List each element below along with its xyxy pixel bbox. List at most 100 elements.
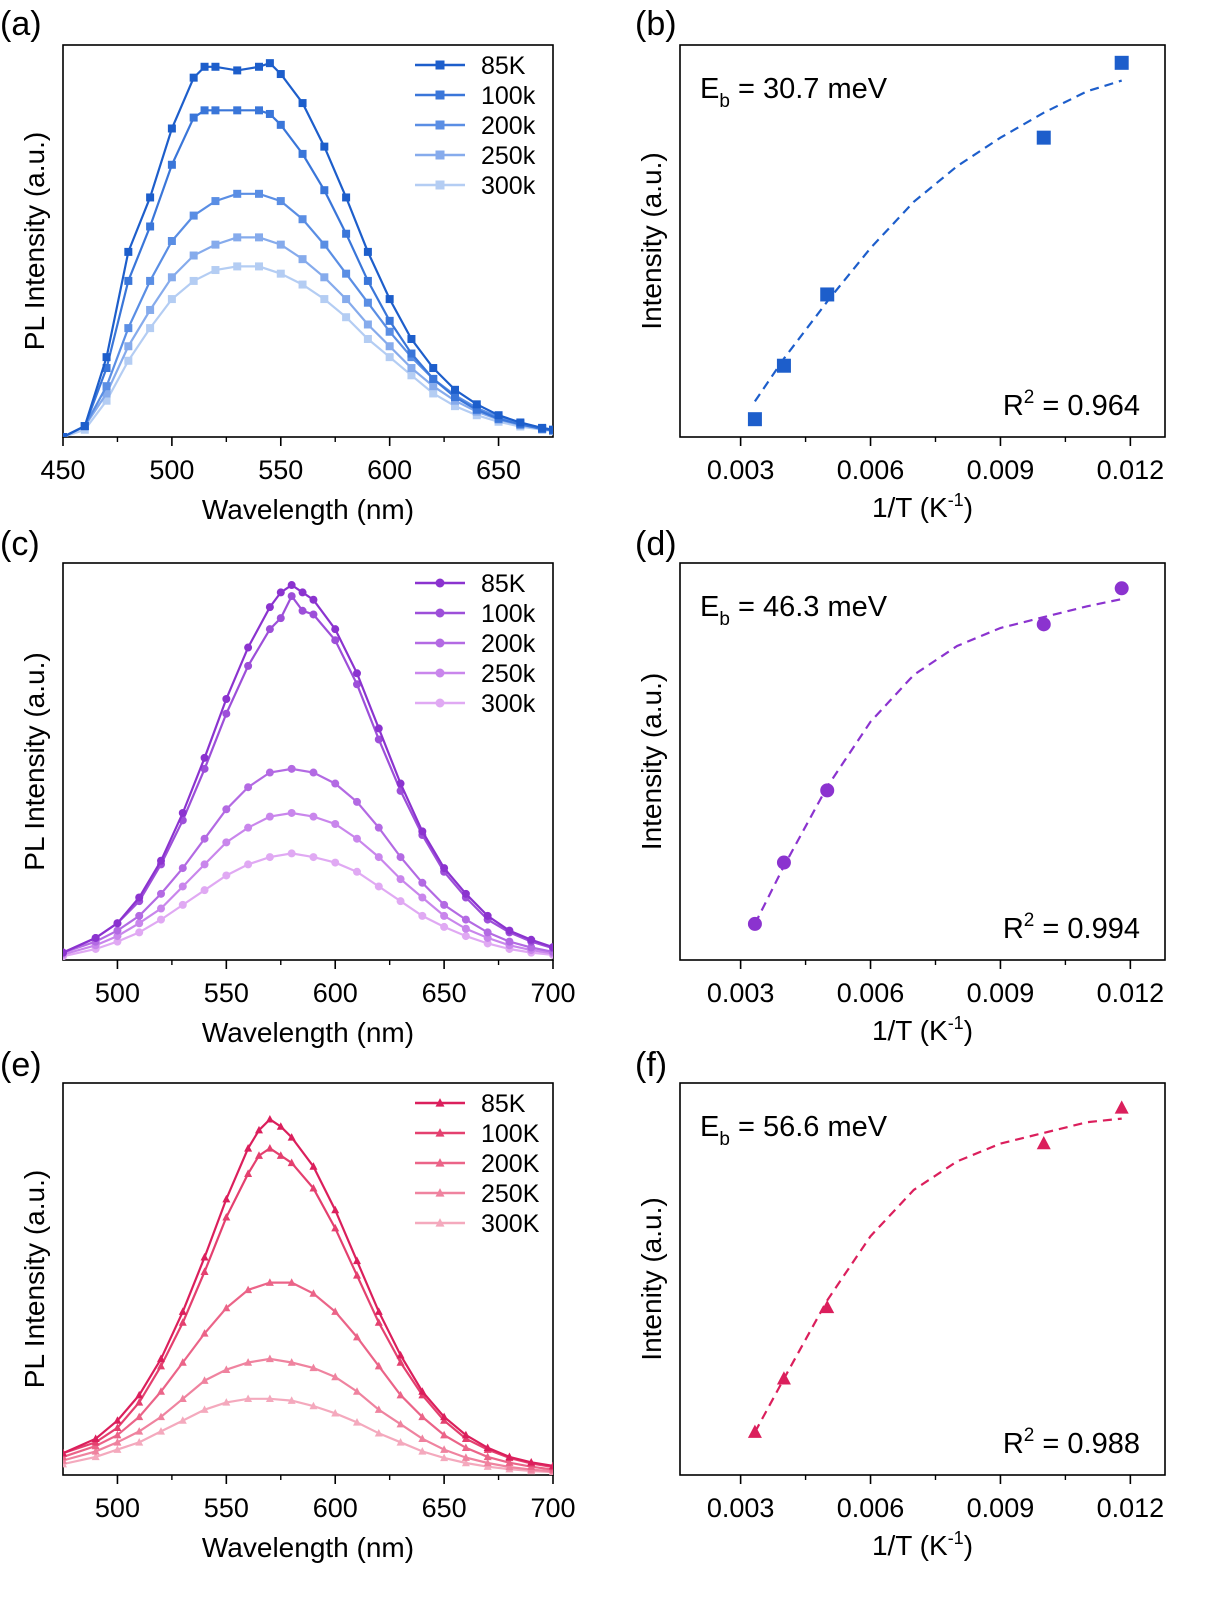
data-point — [244, 823, 253, 832]
data-point — [363, 276, 372, 285]
data-point — [505, 937, 514, 946]
data-point — [255, 106, 263, 115]
data-point — [374, 853, 383, 862]
legend-label: 300k — [481, 172, 536, 200]
data-point — [167, 237, 176, 245]
panel-label: (d) — [635, 525, 677, 563]
axes-frame — [62, 562, 554, 961]
x-axis-title-sup: -1 — [948, 1528, 964, 1548]
fit-curve — [753, 1117, 1122, 1433]
data-point — [135, 928, 144, 937]
data-point — [353, 1256, 361, 1265]
data-point — [374, 1361, 383, 1370]
data-point — [287, 808, 296, 817]
data-point — [63, 1448, 67, 1457]
x-axis-title: 1/T (K-1) — [872, 1013, 973, 1046]
data-point — [167, 160, 176, 169]
data-point — [331, 779, 340, 788]
data-point — [298, 280, 307, 289]
data-point — [396, 875, 405, 884]
data-point — [167, 124, 176, 133]
legend-label: 85K — [481, 1090, 526, 1118]
data-point — [1114, 1100, 1129, 1114]
data-point — [1036, 1136, 1051, 1150]
data-point — [200, 1329, 209, 1337]
data-point — [298, 606, 307, 615]
panel-d: (d) 0.003 0.006 0.009 0.012 1/T (K-1) Intensit… — [635, 525, 1166, 1046]
data-point — [102, 364, 111, 373]
data-point — [178, 900, 187, 909]
legend-marker — [435, 120, 445, 130]
data-point — [353, 1332, 361, 1341]
data-point — [461, 924, 470, 933]
legend-marker — [435, 698, 445, 708]
data-point — [244, 643, 253, 652]
data-point — [451, 385, 459, 394]
x-tick-label: 700 — [530, 978, 575, 1008]
data-point — [298, 215, 307, 224]
data-point — [113, 926, 122, 935]
data-point — [200, 834, 209, 843]
data-point — [265, 812, 274, 821]
data-point — [396, 1438, 405, 1446]
data-point — [331, 1205, 340, 1214]
panel-label: (a) — [0, 5, 42, 43]
series-85K — [63, 1114, 553, 1470]
data-point — [374, 1428, 383, 1437]
data-point — [135, 1390, 144, 1399]
binding-energy-value: = 46.3 meV — [730, 591, 888, 623]
axes-frame — [62, 44, 554, 438]
series-300K — [63, 1394, 553, 1475]
data-point — [189, 113, 198, 122]
x-tick-label: 550 — [258, 455, 303, 485]
y-axis-title: PL Intensity (a.u.) — [19, 1170, 50, 1388]
data-point — [309, 610, 318, 619]
data-point — [396, 1350, 405, 1359]
data-point — [429, 382, 438, 391]
data-point — [396, 1419, 405, 1428]
fit-curve — [753, 79, 1123, 403]
legend-label: 300k — [481, 690, 536, 718]
x-tick-label: 500 — [95, 1493, 140, 1523]
series-250k — [63, 808, 553, 959]
data-point — [91, 1434, 100, 1442]
x-axis-title: Wavelength (nm) — [202, 1532, 414, 1563]
y-axis-title: Intensity (a.u.) — [636, 673, 667, 850]
data-point — [265, 59, 274, 68]
data-point — [374, 735, 383, 744]
data-point — [200, 1267, 209, 1275]
data-point — [276, 1122, 285, 1130]
data-point — [287, 849, 296, 858]
data-point — [146, 324, 155, 333]
data-point — [167, 273, 176, 282]
x-axis-title: Wavelength (nm) — [202, 494, 414, 525]
data-point — [374, 1318, 383, 1326]
data-point — [135, 1427, 144, 1435]
data-point — [374, 1405, 383, 1413]
x-tick-label: 0.009 — [967, 455, 1035, 485]
legend-marker — [435, 1128, 445, 1137]
data-point — [157, 1387, 165, 1395]
data-point — [189, 251, 198, 260]
data-point — [396, 1390, 405, 1399]
data-point — [472, 405, 481, 414]
data-point — [320, 295, 329, 304]
legend-marker — [435, 668, 445, 678]
data-point — [80, 422, 89, 431]
x-axis-title-main: 1/T (K — [872, 1530, 948, 1561]
data-point — [418, 878, 427, 887]
data-point — [178, 1358, 187, 1366]
x-axis-title: Wavelength (nm) — [202, 1017, 414, 1048]
x-tick-label: 650 — [476, 455, 521, 485]
data-point — [124, 276, 133, 285]
x-tick-label: 0.006 — [837, 455, 905, 485]
data-point — [255, 233, 263, 242]
x-axis-title-end: ) — [964, 492, 973, 523]
plot-area — [63, 1114, 553, 1475]
data-point — [102, 396, 111, 405]
data-point — [200, 1376, 209, 1384]
data-point — [287, 1358, 296, 1366]
data-point — [363, 320, 372, 329]
data-point — [363, 298, 372, 307]
x-tick-label: 0.009 — [967, 978, 1035, 1008]
